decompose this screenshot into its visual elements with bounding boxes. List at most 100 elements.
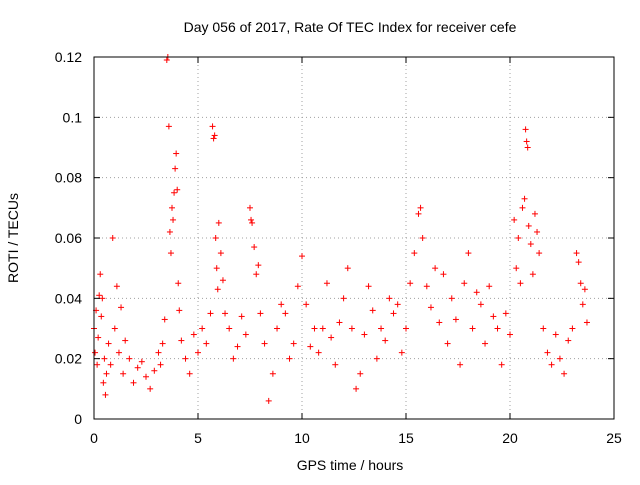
data-point [213, 265, 220, 272]
data-point [544, 349, 551, 356]
data-point [182, 355, 189, 362]
data-point [440, 271, 447, 278]
data-point [423, 283, 430, 290]
data-point [247, 204, 253, 211]
data-point [427, 304, 434, 311]
data-point [407, 280, 414, 287]
data-point [529, 271, 536, 278]
axis-ticks: 0 5 10 15 20 25 0 0.02 0.04 0.06 0.08 0.1 0.12 [55, 49, 622, 446]
data-point [210, 135, 217, 142]
data-point [278, 301, 285, 308]
data-point [134, 364, 141, 371]
data-point [340, 295, 347, 302]
data-point [490, 313, 497, 320]
data-point [581, 286, 588, 293]
data-point [577, 280, 584, 287]
data-point [222, 310, 229, 317]
data-point [394, 301, 401, 308]
data-point [517, 280, 524, 287]
data-point [353, 385, 360, 392]
data-point [469, 325, 476, 332]
data-point [178, 337, 185, 344]
data-point [165, 123, 172, 130]
data-point [569, 325, 576, 332]
data-point [174, 186, 181, 193]
data-point [323, 280, 330, 287]
data-point [217, 250, 224, 257]
data-point [97, 271, 104, 278]
data-point [299, 253, 305, 260]
x-tick-label: 0 [90, 430, 98, 446]
data-point [211, 132, 218, 139]
data-point [565, 337, 572, 344]
data-point [138, 358, 145, 365]
data-point [166, 228, 173, 235]
data-point [100, 379, 107, 386]
data-point [461, 280, 468, 287]
data-point [253, 271, 260, 278]
data-point [307, 343, 314, 350]
data-point [155, 349, 162, 356]
data-point [214, 286, 221, 293]
data-point [151, 367, 158, 374]
data-point [361, 331, 368, 338]
data-point [522, 126, 529, 133]
data-point [524, 144, 531, 151]
data-point [573, 250, 580, 257]
data-point [173, 150, 180, 157]
data-point [417, 204, 424, 211]
chart-title: Day 056 of 2017, Rate Of TEC Index for r… [184, 19, 517, 35]
data-point [415, 210, 422, 217]
data-point [115, 349, 122, 356]
y-tick-label: 0.1 [63, 109, 83, 125]
data-point [390, 310, 397, 317]
data-point [507, 331, 513, 338]
data-point [167, 250, 174, 257]
data-point [398, 349, 405, 356]
data-point [94, 361, 101, 368]
data-point [534, 228, 541, 235]
data-point [498, 361, 505, 368]
data-point [226, 325, 233, 332]
data-marks [91, 54, 590, 404]
data-point [176, 307, 183, 314]
data-point [95, 334, 102, 341]
data-point [531, 210, 538, 217]
y-tick-label: 0 [74, 411, 82, 427]
x-axis-label: GPS time / hours [297, 457, 404, 473]
data-point [502, 310, 509, 317]
data-point [274, 325, 281, 332]
data-point [163, 57, 170, 64]
data-point [457, 361, 464, 368]
data-point [161, 316, 168, 323]
data-point [195, 349, 201, 356]
data-point [448, 295, 455, 302]
data-point [157, 361, 164, 368]
data-point [452, 316, 459, 323]
x-tick-label: 25 [606, 430, 622, 446]
data-point [303, 301, 310, 308]
data-point [328, 334, 335, 341]
y-tick-label: 0.12 [55, 49, 82, 65]
data-point [238, 313, 245, 320]
x-tick-label: 5 [194, 430, 202, 446]
data-point [257, 310, 264, 317]
data-point [113, 283, 120, 290]
data-point [494, 325, 501, 332]
data-point [199, 325, 206, 332]
data-point [579, 301, 586, 308]
data-point [548, 361, 555, 368]
data-point [230, 355, 237, 362]
data-point [511, 216, 518, 223]
data-point [523, 138, 530, 145]
y-tick-label: 0.04 [55, 290, 82, 306]
data-point [159, 340, 166, 347]
data-point [175, 280, 182, 287]
y-tick-label: 0.06 [55, 230, 82, 246]
data-point [109, 235, 116, 241]
data-point [103, 370, 110, 377]
data-point [212, 235, 219, 241]
data-point [515, 235, 522, 241]
data-point [519, 204, 526, 211]
